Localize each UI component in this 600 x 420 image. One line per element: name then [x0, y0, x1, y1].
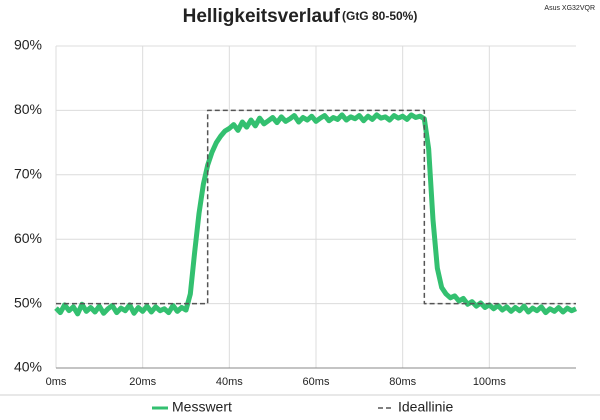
title: Helligkeitsverlauf	[183, 6, 341, 27]
x-tick-label: 0ms	[46, 376, 67, 388]
x-tick-label: 80ms	[389, 376, 416, 388]
series-line	[54, 112, 578, 317]
subtitle: (GtG 80-50%)	[342, 9, 417, 23]
y-tick-label: 80%	[14, 101, 42, 117]
y-tick-label: 40%	[14, 359, 42, 375]
x-tick-label: 100ms	[473, 376, 507, 388]
x-tick-label: 20ms	[129, 376, 156, 388]
x-tick-label: 40ms	[216, 376, 243, 388]
annotation: Asus XG32VQR	[544, 5, 595, 12]
y-tick-label: 50%	[14, 294, 42, 310]
y-tick-label: 90%	[14, 37, 42, 53]
legend-label: Ideallinie	[398, 399, 453, 415]
y-tick-label: 60%	[14, 230, 42, 246]
chart-title: Helligkeitsverlauf (GtG 80-50%)	[183, 6, 418, 27]
legend-label: Messwert	[172, 399, 232, 415]
y-tick-label: 70%	[14, 166, 42, 182]
x-tick-label: 60ms	[303, 376, 330, 388]
series-line	[56, 109, 576, 305]
